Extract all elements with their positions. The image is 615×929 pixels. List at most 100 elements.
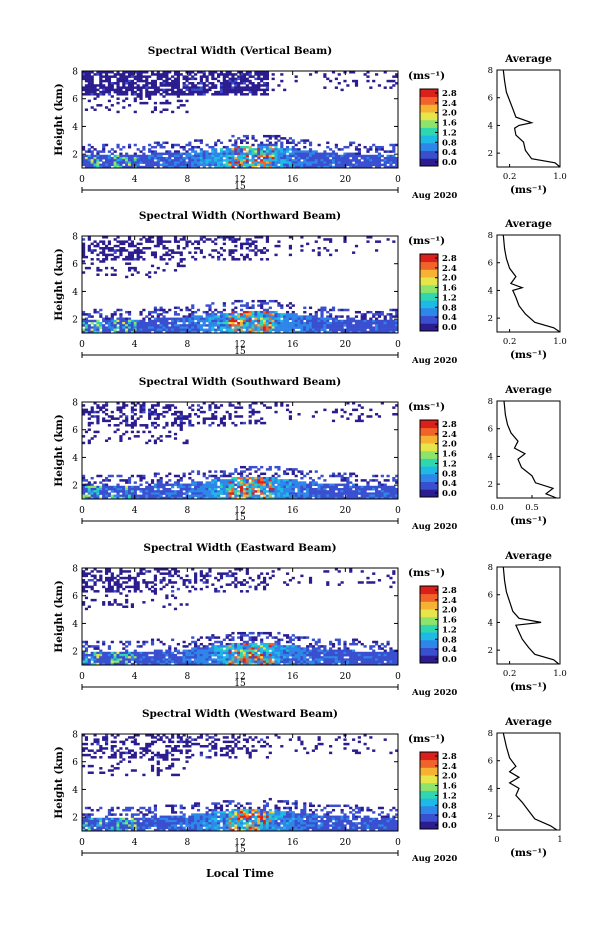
heatmap-cell <box>150 658 155 661</box>
heatmap-cell <box>389 313 393 316</box>
heatmap-cell <box>150 156 155 160</box>
heatmap-cell <box>346 417 350 420</box>
heatmap-cell <box>300 154 304 158</box>
heatmap-cell <box>245 479 249 482</box>
heatmap-cell <box>265 406 270 409</box>
heatmap-cell <box>168 156 172 160</box>
heatmap-cell <box>265 82 270 85</box>
heatmap-cell <box>357 159 361 162</box>
heatmap-cell <box>277 154 281 158</box>
heatmap-cell <box>125 660 129 664</box>
heatmap-cell <box>110 163 114 167</box>
chart-panel-2: Spectral Width (Southward Beam)Height (k… <box>53 376 561 532</box>
heatmap-cell <box>329 494 333 498</box>
heatmap-cell <box>116 653 120 657</box>
heatmap-cell <box>179 90 183 94</box>
heatmap-cell <box>277 150 281 153</box>
heatmap-cell <box>208 474 212 478</box>
heatmap-cell <box>153 308 157 312</box>
heatmap-cell <box>156 154 160 158</box>
heatmap-cell <box>87 71 91 74</box>
heatmap-cell <box>148 236 152 239</box>
heatmap-cell <box>199 156 203 160</box>
heatmap-cell <box>202 317 206 321</box>
heatmap-cell <box>133 86 137 89</box>
heatmap-cell <box>294 163 298 167</box>
heatmap-cell <box>366 485 370 489</box>
heatmap-cell <box>119 406 123 409</box>
heatmap-cell <box>300 470 304 473</box>
heatmap-cell <box>162 319 166 323</box>
heatmap-cell <box>283 481 287 484</box>
heatmap-cell <box>191 313 195 316</box>
heatmap-cell <box>173 492 178 495</box>
heatmap-cell <box>156 326 160 329</box>
heatmap-cell <box>127 82 132 85</box>
heatmap-cell <box>110 75 114 78</box>
heatmap-cell <box>82 474 86 478</box>
heatmap-cell <box>346 485 350 489</box>
heatmap-cell <box>331 419 336 423</box>
heatmap-cell <box>308 154 313 158</box>
heatmap-cell <box>323 163 327 167</box>
heatmap-cell <box>87 490 91 493</box>
heatmap-cell <box>185 79 189 83</box>
heatmap-cell <box>150 585 155 589</box>
heatmap-cell <box>104 258 109 261</box>
heatmap-cell <box>168 258 172 261</box>
heatmap-cell <box>262 494 267 498</box>
heatmap-cell <box>191 150 195 153</box>
heatmap-cell <box>84 485 89 489</box>
heatmap-cell <box>196 638 201 642</box>
heatmap-cell <box>331 152 336 156</box>
profile-x-tick-label: 1.0 <box>553 337 567 347</box>
heatmap-cell <box>104 79 109 83</box>
heatmap-cell <box>291 468 295 471</box>
heatmap-cell <box>337 73 341 76</box>
heatmap-cell <box>165 84 169 87</box>
heatmap-cell <box>234 139 238 142</box>
heatmap-cell <box>219 319 224 323</box>
heatmap-cell <box>205 152 209 156</box>
heatmap-cell <box>127 244 132 248</box>
heatmap-cell <box>265 77 270 81</box>
heatmap-cell <box>113 90 117 94</box>
heatmap-cell <box>228 163 232 167</box>
heatmap-cell <box>251 163 255 167</box>
heatmap-cell <box>165 326 169 329</box>
heatmap-cell <box>346 324 350 327</box>
heatmap-cell <box>326 330 330 333</box>
heatmap-cell <box>153 163 157 167</box>
heatmap-cell <box>162 253 166 257</box>
heatmap-cell <box>352 71 356 74</box>
heatmap-cell <box>214 163 218 167</box>
heatmap-cell <box>222 308 226 312</box>
heatmap-cell <box>82 653 86 657</box>
heatmap-cell <box>173 419 178 423</box>
heatmap-cell <box>352 324 356 327</box>
heatmap-cell <box>119 315 123 318</box>
heatmap-cell <box>153 156 157 160</box>
heatmap-cell <box>303 161 307 164</box>
heatmap-cell <box>82 410 86 414</box>
heatmap-cell <box>145 426 149 429</box>
heatmap-cell <box>205 324 209 327</box>
heatmap-cell <box>194 161 198 164</box>
heatmap-cell <box>297 319 301 323</box>
heatmap-cell <box>234 470 238 473</box>
heatmap-cell <box>199 77 203 81</box>
heatmap-cell <box>257 496 261 499</box>
heatmap-cell <box>199 139 203 142</box>
heatmap-cell <box>133 161 137 164</box>
heatmap-cell <box>248 148 252 151</box>
heatmap-cell <box>116 662 120 665</box>
heatmap-cell <box>311 156 315 160</box>
heatmap-cell <box>360 485 364 489</box>
heatmap-cell <box>153 649 157 653</box>
heatmap-cell <box>217 156 221 160</box>
heatmap-cell <box>237 238 241 241</box>
heatmap-cell <box>148 430 152 434</box>
heatmap-cell <box>96 496 100 499</box>
heatmap-cell <box>375 156 379 160</box>
heatmap-cell <box>265 75 270 78</box>
